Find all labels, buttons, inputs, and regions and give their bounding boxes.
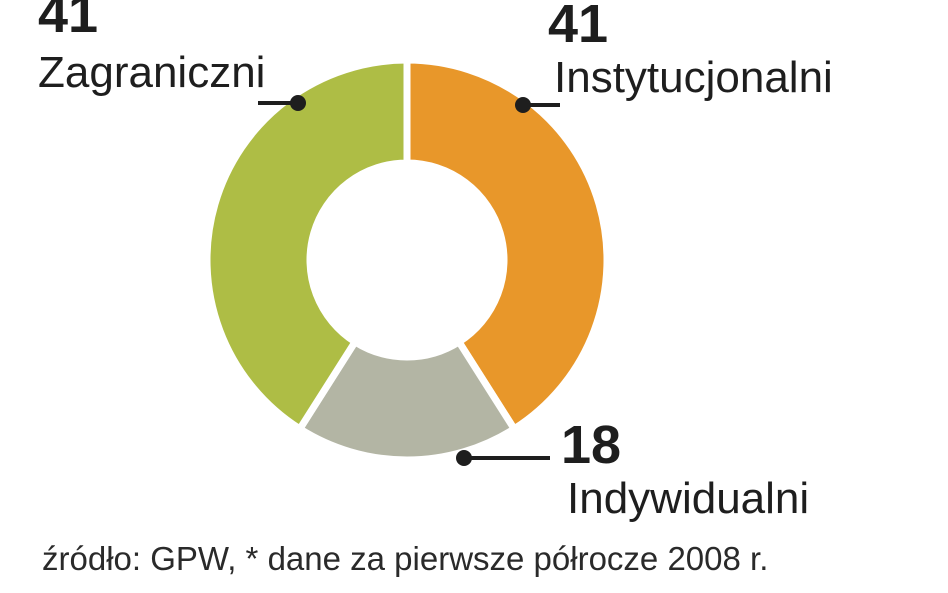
source-note: źródło: GPW, * dane za pierwsze półrocze… (42, 540, 768, 577)
value-label-indywidualni: 18 (561, 415, 621, 475)
slice-instytucjonalni (403, 56, 611, 434)
category-label-indywidualni: Indywidualni (567, 474, 809, 523)
slice-zagraniczni (203, 56, 411, 434)
leader-dot-zagraniczni (290, 95, 306, 111)
value-label-instytucjonalni: 41 (548, 0, 608, 54)
value-label-zagraniczni: 41 (38, 0, 98, 44)
donut-slices (203, 56, 611, 464)
category-label-zagraniczni: Zagraniczni (38, 48, 265, 97)
slice-indywidualni (295, 337, 519, 464)
leader-dot-instytucjonalni (515, 97, 531, 113)
leader-dot-indywidualni (456, 450, 472, 466)
category-label-instytucjonalni: Instytucjonalni (554, 53, 833, 102)
